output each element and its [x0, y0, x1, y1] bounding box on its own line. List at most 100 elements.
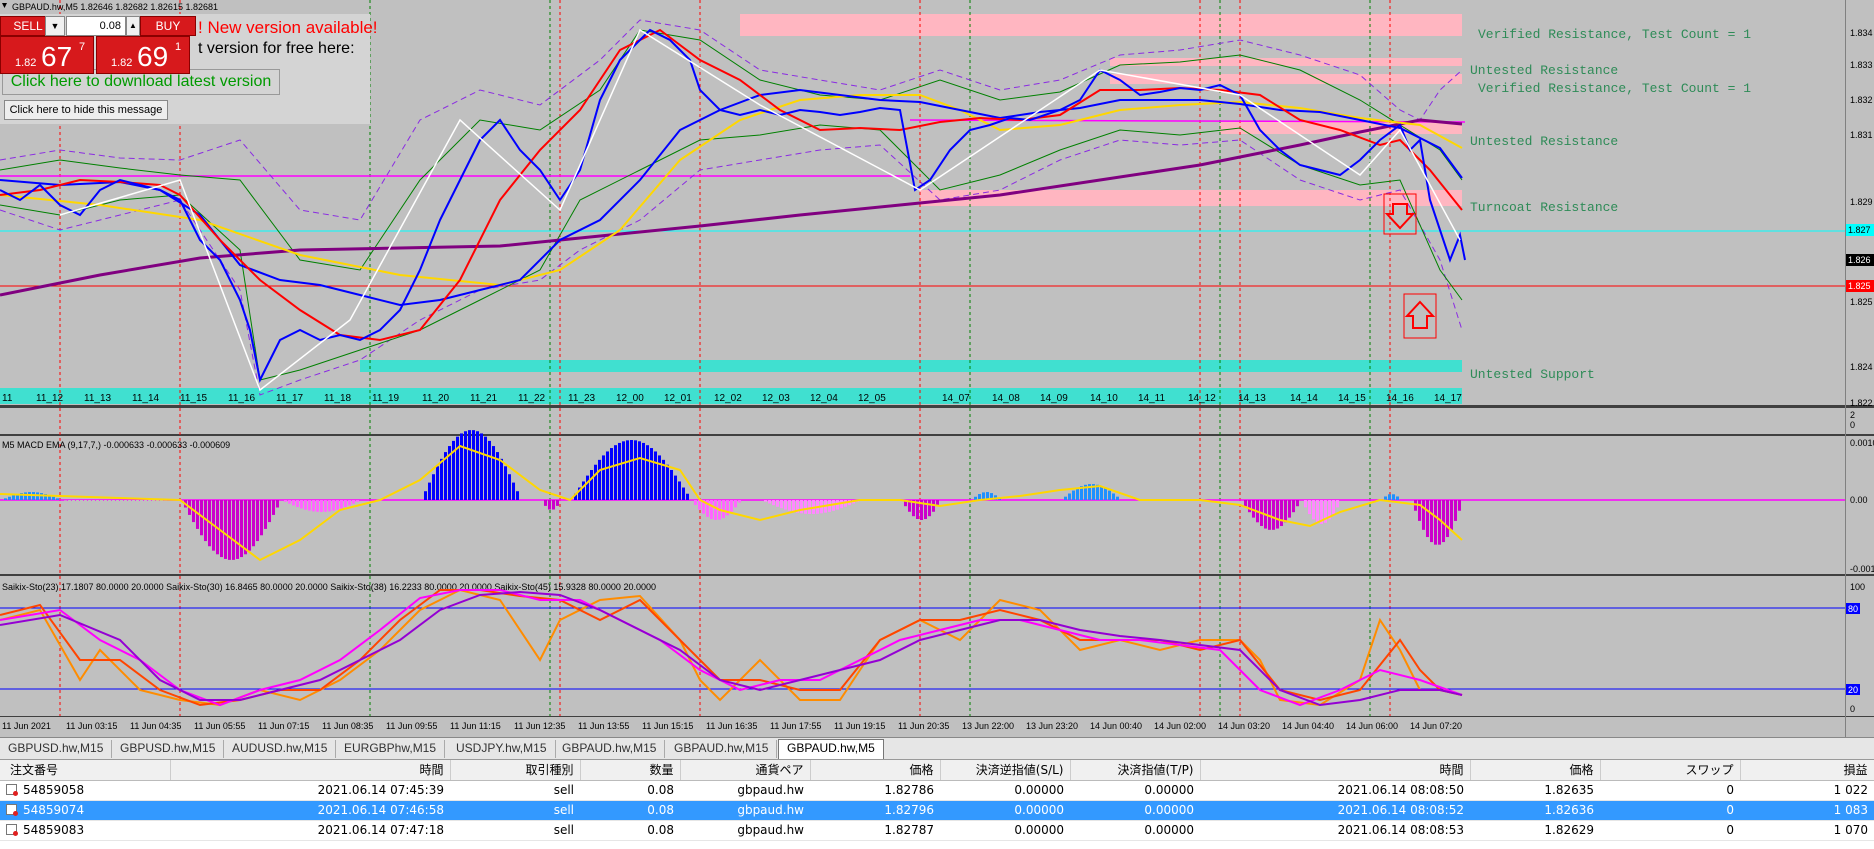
macd-bar — [252, 500, 255, 547]
column-header[interactable]: 決済指値(T/P) — [1070, 760, 1201, 781]
macd-bar — [516, 491, 519, 500]
macd-bar — [780, 500, 783, 509]
macd-bar — [104, 500, 107, 504]
macd-bar — [1088, 484, 1091, 500]
macd-bar — [928, 500, 931, 517]
column-header[interactable]: 時間 — [1200, 760, 1471, 781]
collapse-icon[interactable] — [2, 3, 7, 8]
column-header[interactable]: 数量 — [580, 760, 681, 781]
macd-bar — [1396, 496, 1399, 500]
macd-bar — [1288, 500, 1291, 518]
macd-bar — [622, 441, 625, 500]
macd-bar — [1244, 500, 1247, 507]
column-header[interactable]: スワップ — [1600, 760, 1741, 781]
buy-price-prefix: 1.82 — [111, 57, 133, 69]
sell-button[interactable]: SELL — [0, 16, 56, 36]
macd-bar — [312, 500, 315, 512]
macd-bar — [904, 500, 907, 507]
table-row[interactable]: 54859074 2021.06.14 07:46:58 sell 0.08 gbpau… — [0, 800, 1874, 821]
sell-price-big: 67 — [41, 41, 73, 72]
lot-size-input[interactable]: 0.08 — [66, 16, 126, 36]
hour-label: 12_05 — [858, 393, 886, 404]
column-header[interactable]: 取引種別 — [450, 760, 581, 781]
chart-window[interactable]: Verified Resistance, Test Count = 1 Unte… — [0, 0, 1874, 737]
resistance-zone — [1110, 58, 1462, 66]
time-label: 11 Jun 19:15 — [834, 721, 885, 731]
order-sell-icon — [6, 824, 18, 836]
table-cell: gbpaud.hw — [680, 800, 810, 821]
hour-label: 12_03 — [762, 393, 790, 404]
column-header[interactable]: 価格 — [810, 760, 941, 781]
column-header[interactable]: 注文番号 — [0, 760, 171, 781]
column-header[interactable]: 決済逆指値(S/L) — [940, 760, 1071, 781]
table-cell: 0 — [1600, 800, 1740, 821]
table-header-row: 注文番号 時間 取引種別 数量 通貨ペア 価格 決済逆指値(S/L) 決済指値(T/P) 時間価… — [0, 760, 1874, 781]
chart-tab[interactable]: GBPUSD.hw,M15 — [0, 740, 113, 758]
macd-bar — [256, 500, 259, 542]
column-header[interactable]: 価格 — [1470, 760, 1601, 781]
macd-bar — [662, 459, 665, 500]
hide-message-button[interactable]: Click here to hide this message — [4, 100, 168, 120]
stoch-line-magenta — [0, 589, 1463, 707]
hour-label: 11_13 — [84, 393, 112, 404]
buy-price-big: 69 — [137, 41, 169, 72]
macd-bar — [96, 500, 99, 504]
zone-label: Untested Resistance — [1470, 63, 1618, 78]
macd-bar — [582, 481, 585, 500]
macd-bar — [1076, 488, 1079, 500]
macd-bar — [694, 500, 697, 505]
macd-bar — [288, 500, 291, 504]
table-cell: 2021.06.14 07:47:18 — [170, 820, 450, 841]
chart-tab[interactable]: USDJPY.hw,M15 — [448, 740, 556, 758]
chart-tab[interactable]: AUDUSD.hw,M15 — [224, 740, 337, 758]
macd-bar — [598, 459, 601, 500]
macd-bar — [300, 500, 303, 509]
chart-tab[interactable]: GBPAUD.hw,M15 — [666, 740, 778, 758]
buy-button[interactable]: BUY — [140, 16, 196, 36]
chevron-down-icon[interactable]: ▼ — [45, 16, 65, 36]
lot-stepper-icon[interactable]: ▲ — [126, 16, 140, 36]
macd-bar — [1454, 500, 1457, 521]
stoch-axis-label: 0 — [1850, 704, 1855, 714]
chart-tab[interactable]: GBPUSD.hw,M15 — [112, 740, 225, 758]
macd-bar — [626, 440, 629, 500]
price-tick: 1.825 — [1850, 297, 1873, 307]
table-row[interactable]: 54859083 2021.06.14 07:47:18 sell 0.08 gbpau… — [0, 820, 1874, 841]
macd-bar — [508, 474, 511, 500]
chart-tab-active[interactable]: GBPAUD.hw,M5 — [778, 739, 884, 759]
hour-label: 12_00 — [616, 393, 644, 404]
macd-bar — [48, 495, 51, 500]
time-label: 11 Jun 05:55 — [194, 721, 245, 731]
chart-tab[interactable]: GBPAUD.hw,M15 — [554, 740, 666, 758]
time-label: 11 Jun 12:35 — [514, 721, 565, 731]
macd-axis-label: -0.001 — [1850, 564, 1874, 574]
macd-bar — [1426, 500, 1429, 538]
table-cell: 2021.06.14 07:45:39 — [170, 780, 450, 801]
macd-bar — [764, 500, 767, 502]
stoch-label: Saikix-Sto(23) 17.1807 80.0000 20.0000 S… — [2, 582, 656, 592]
sell-price-prefix: 1.82 — [15, 57, 37, 69]
macd-bar — [1384, 496, 1387, 500]
column-header[interactable]: 時間 — [170, 760, 451, 781]
macd-bar — [56, 498, 59, 500]
macd-bar — [136, 500, 139, 504]
zigzag-line — [59, 28, 1461, 392]
column-header[interactable]: 損益 — [1740, 760, 1874, 781]
buy-price-button[interactable]: 1.82 69 1 — [96, 36, 190, 74]
table-cell: 1.82629 — [1470, 820, 1600, 841]
inner-band-upper — [0, 29, 1463, 271]
hour-label: 14_10 — [1090, 393, 1118, 404]
macd-bar — [1268, 500, 1271, 530]
table-cell: 0.00000 — [1070, 780, 1200, 801]
macd-bar — [1096, 484, 1099, 500]
chart-tab[interactable]: EURGBPhw,M15 — [336, 740, 446, 758]
hour-label: 14_07 — [942, 393, 970, 404]
macd-bar — [240, 500, 243, 558]
table-row[interactable]: 54859058 2021.06.14 07:45:39 sell 0.08 gbpau… — [0, 780, 1874, 801]
sell-price-button[interactable]: 1.82 67 7 — [0, 36, 94, 74]
macd-bar — [634, 440, 637, 500]
column-header[interactable]: 通貨ペア — [680, 760, 811, 781]
macd-bar — [990, 493, 993, 500]
macd-bar — [1068, 493, 1071, 500]
time-label: 11 Jun 17:55 — [770, 721, 821, 731]
